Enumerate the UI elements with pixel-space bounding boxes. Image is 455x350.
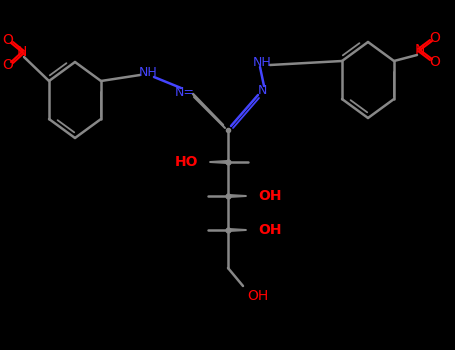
- Text: N=: N=: [175, 85, 195, 98]
- Text: NH: NH: [253, 56, 271, 69]
- Text: O: O: [3, 33, 14, 47]
- Text: NH: NH: [139, 65, 157, 78]
- Text: OH: OH: [258, 223, 282, 237]
- Text: HO: HO: [174, 155, 198, 169]
- Text: N: N: [415, 43, 425, 57]
- Text: N: N: [17, 45, 27, 59]
- Text: N: N: [258, 84, 267, 97]
- Text: O: O: [430, 55, 440, 69]
- Text: OH: OH: [248, 289, 268, 303]
- Text: OH: OH: [258, 189, 282, 203]
- Text: O: O: [430, 31, 440, 45]
- Text: O: O: [3, 58, 14, 72]
